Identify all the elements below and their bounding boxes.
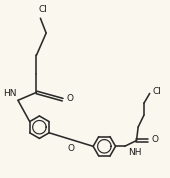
Text: O: O [66, 94, 73, 103]
Text: Cl: Cl [38, 5, 47, 14]
Text: HN: HN [3, 89, 17, 98]
Text: O: O [151, 135, 158, 144]
Text: NH: NH [128, 148, 142, 157]
Text: Cl: Cl [152, 87, 161, 96]
Text: O: O [68, 144, 75, 153]
